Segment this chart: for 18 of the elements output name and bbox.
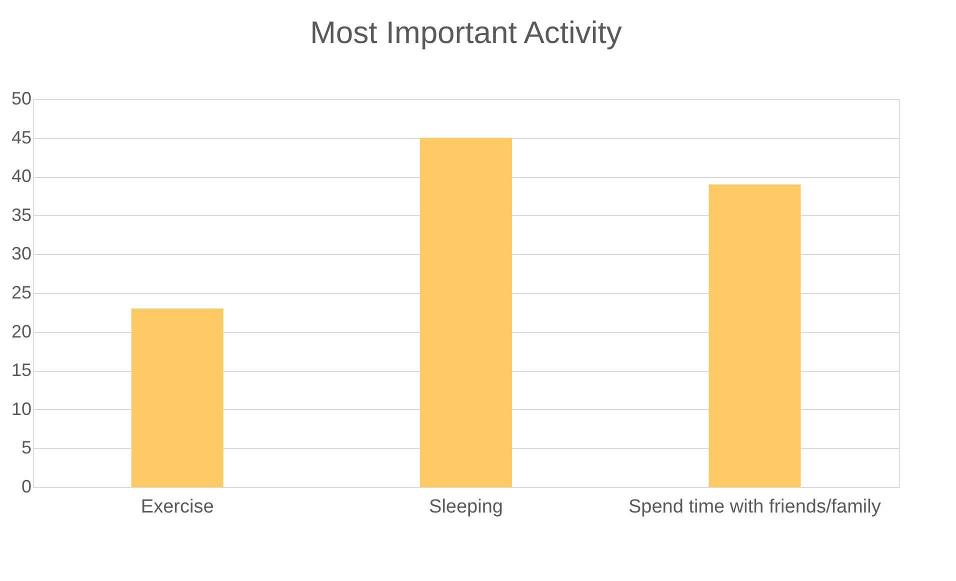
y-tick-label: 45 (11, 127, 32, 148)
y-tick-label: 40 (11, 166, 32, 186)
y-tick-label: 25 (11, 282, 32, 302)
y-tick-label: 30 (11, 244, 32, 264)
bar (708, 184, 801, 487)
y-tick-label: 15 (11, 360, 32, 380)
bar (131, 308, 224, 487)
bar (420, 138, 512, 487)
y-tick-label: 50 (11, 88, 32, 108)
x-tick-label: Sleeping (429, 496, 503, 518)
chart-title: Most Important Activity (310, 15, 622, 50)
y-tick-label: 20 (11, 321, 32, 342)
y-tick-label: 10 (11, 398, 32, 419)
y-tick-label: 0 (21, 476, 32, 496)
y-tick-label: 5 (21, 438, 32, 458)
x-tick-label: Spend time with friends/family (628, 496, 882, 518)
x-tick-label: Exercise (140, 496, 214, 518)
y-tick-label: 35 (11, 204, 32, 225)
